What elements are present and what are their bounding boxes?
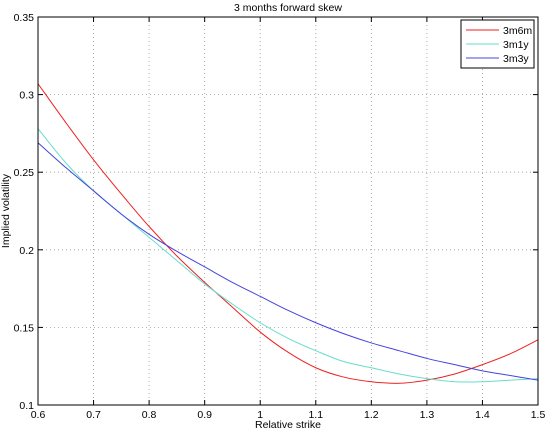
grid <box>38 17 538 405</box>
x-tick-label: 1 <box>257 409 263 421</box>
legend-label-3m6m: 3m6m <box>503 25 532 37</box>
x-tick-label: 1.5 <box>531 409 545 421</box>
y-tick-label: 0.35 <box>14 12 35 24</box>
series-line-3m3y <box>37 142 539 381</box>
y-tick-label: 0.2 <box>19 245 34 257</box>
series-line-3m6m <box>37 83 539 384</box>
legend-label-3m1y: 3m1y <box>503 39 529 51</box>
x-axis-label: Relative strike <box>255 419 321 431</box>
y-axis-label: Implied volatility <box>0 173 12 248</box>
series-lines <box>37 83 539 384</box>
x-tick-label: 0.7 <box>86 409 101 421</box>
x-tick-label: 0.8 <box>142 409 157 421</box>
chart-title: 3 months forward skew <box>234 2 342 14</box>
x-tick-label: 1.3 <box>420 409 435 421</box>
series-line-3m1y <box>37 128 539 383</box>
y-tick-label: 0.15 <box>14 322 35 334</box>
x-tick-label: 1.2 <box>364 409 379 421</box>
x-tick-label: 1.1 <box>308 409 323 421</box>
plot-frame <box>37 16 539 406</box>
axis-ticks: 0.6 0.7 0.8 0.9 1 1.1 1.2 1.3 1.4 1.5 0.1 0.15 0.2 0.… <box>14 12 545 421</box>
legend: 3m6m 3m1y 3m3y <box>460 19 535 69</box>
y-tick-label: 0.25 <box>14 167 35 179</box>
legend-label-3m3y: 3m3y <box>503 53 529 65</box>
x-tick-label: 1.4 <box>475 409 490 421</box>
y-tick-label: 0.3 <box>19 90 34 102</box>
x-tick-label: 0.9 <box>197 409 212 421</box>
y-tick-label: 0.1 <box>19 400 34 412</box>
x-tick-label: 0.6 <box>31 409 46 421</box>
